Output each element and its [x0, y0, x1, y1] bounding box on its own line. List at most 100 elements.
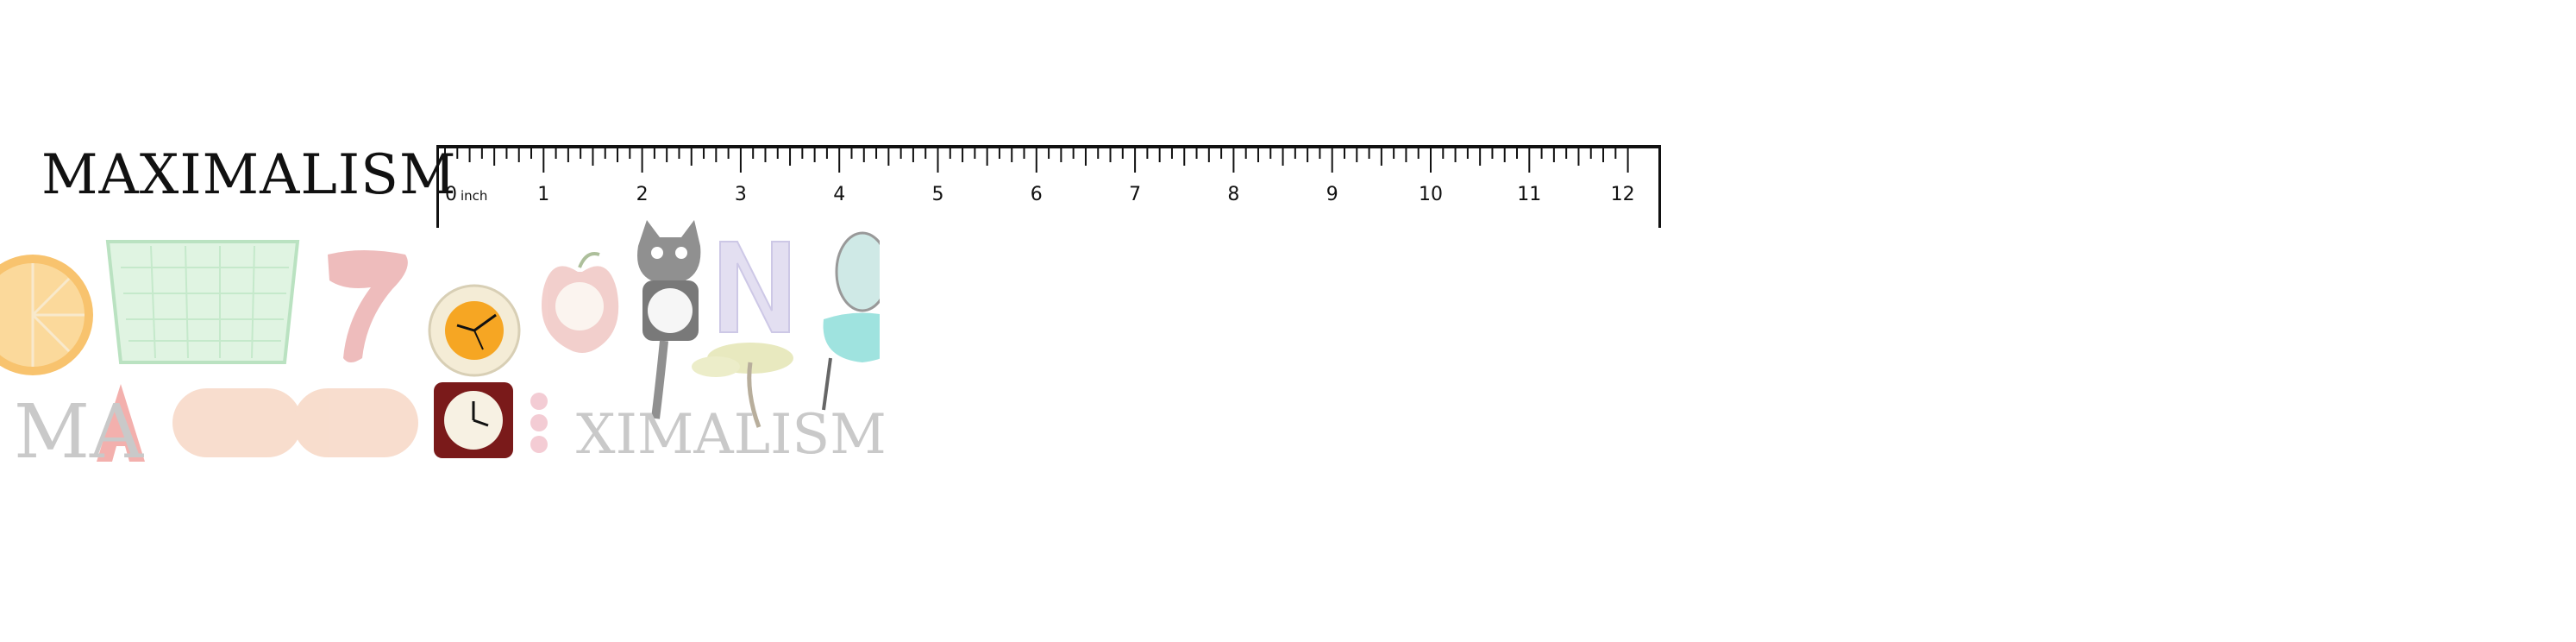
- ruler-tick: [1207, 147, 1210, 162]
- ruler-label-0: 0: [445, 184, 457, 205]
- ruler-label-1: 1: [537, 184, 549, 205]
- ruler-tick: [1454, 147, 1457, 162]
- ruler-tick: [1146, 147, 1149, 159]
- ruler-tick: [468, 147, 471, 162]
- ruler-label-11: 11: [1517, 184, 1541, 205]
- ruler-tick: [1614, 147, 1617, 159]
- ruler-tick: [567, 147, 569, 162]
- ruler-label-8: 8: [1227, 184, 1239, 205]
- ruler-unit-label: inch: [461, 188, 487, 204]
- ghost-letters-end: XIMALISM: [576, 403, 887, 467]
- ruler-tick: [1170, 147, 1173, 159]
- ruler-tick: [1540, 147, 1543, 159]
- ruler-tick: [493, 147, 496, 166]
- ruler-tick: [974, 147, 976, 159]
- ruler-tick: [1442, 147, 1445, 159]
- ruler-tick: [1023, 147, 1025, 159]
- red-square-clock-icon: [434, 382, 513, 458]
- ruler-tick: [825, 147, 828, 159]
- ruler-tick: [1294, 147, 1296, 159]
- ruler-tick: [1048, 147, 1050, 159]
- ruler-tick: [850, 147, 853, 159]
- teal-chair-icon: [822, 231, 903, 411]
- ruler-tick: [1109, 147, 1112, 162]
- orange-clock-icon: [428, 284, 521, 377]
- ruler-label-3: 3: [735, 184, 747, 205]
- ruler-tick: [912, 147, 914, 162]
- ruler-tick: [1565, 147, 1568, 159]
- ruler-tick: [1035, 147, 1037, 173]
- ruler-tick: [998, 147, 1000, 159]
- ruler-tick: [1072, 147, 1075, 159]
- ruler-label-4: 4: [833, 184, 845, 205]
- ruler-tick: [456, 147, 459, 159]
- ruler-tick: [962, 147, 964, 162]
- collage-graphic: [0, 220, 903, 462]
- ruler-tick: [505, 147, 508, 159]
- ruler-tick: [1528, 147, 1531, 173]
- ruler-tick: [1405, 147, 1407, 162]
- ruler-tick: [580, 147, 582, 159]
- ruler-tick: [1479, 147, 1482, 166]
- maximalism-collage: MA XIMALISM: [0, 220, 903, 475]
- apple-clock-icon: [542, 252, 619, 353]
- ruler-tick: [1220, 147, 1223, 159]
- ruler-left-end: [436, 145, 439, 228]
- ruler-tick: [1430, 147, 1432, 173]
- ruler-tick: [1307, 147, 1309, 162]
- ruler-tick: [924, 147, 927, 159]
- ruler-tick: [937, 147, 939, 173]
- ruler-tick: [1602, 147, 1605, 162]
- ruler-tick: [1282, 147, 1284, 166]
- ruler-tick: [1368, 147, 1370, 159]
- ruler-tick: [517, 147, 520, 162]
- ruler-tick: [703, 147, 705, 159]
- ruler-tick: [1466, 147, 1469, 159]
- ruler-tick: [838, 147, 841, 173]
- ruler-tick: [641, 147, 643, 173]
- ruler-tick: [530, 147, 533, 159]
- ruler-tick: [789, 147, 792, 166]
- ruler-tick: [1244, 147, 1247, 159]
- ruler-tick: [1134, 147, 1137, 173]
- ruler-tick: [1158, 147, 1161, 162]
- ruler-tick: [949, 147, 951, 159]
- pink-beads-icon: [530, 393, 548, 453]
- ruler-tick: [1331, 147, 1333, 173]
- cat-clock-icon: [637, 220, 701, 419]
- ruler-tick: [1589, 147, 1592, 159]
- ruler-tick: [542, 147, 545, 173]
- ruler-tick: [480, 147, 483, 159]
- ruler-tick: [899, 147, 902, 159]
- page-title: MAXIMALISM: [41, 143, 457, 207]
- ruler-tick: [629, 147, 631, 159]
- ghost-letters-start: MA: [14, 389, 144, 475]
- ruler-tick: [875, 147, 878, 159]
- ruler-tick: [592, 147, 594, 166]
- strawberry-letter-a-icon: [97, 384, 145, 462]
- ruler-tick: [1319, 147, 1321, 159]
- ruler-tick: [1343, 147, 1345, 159]
- ruler-tick: [690, 147, 693, 166]
- letter-n-icon: [719, 241, 790, 333]
- ruler-tick: [1552, 147, 1555, 162]
- ruler-tick: [1121, 147, 1124, 159]
- basket-icon: [105, 240, 300, 364]
- ruler-tick: [986, 147, 988, 166]
- ruler-tick: [1011, 147, 1013, 162]
- orange-slice-icon: [0, 255, 93, 375]
- ruler-label-10: 10: [1419, 184, 1443, 205]
- ruler-tick: [1380, 147, 1382, 166]
- ruler-tick: [1393, 147, 1395, 159]
- ruler-tick: [604, 147, 606, 159]
- ruler-right-end: [1658, 145, 1661, 228]
- ruler-tick: [1491, 147, 1494, 159]
- ruler-tick: [1269, 147, 1272, 159]
- ruler-tick: [1195, 147, 1198, 159]
- ruler-tick: [715, 147, 718, 162]
- ruler-tick: [1626, 147, 1629, 173]
- ruler-label-9: 9: [1326, 184, 1338, 205]
- ruler-tick: [862, 147, 865, 162]
- ruler-tick: [727, 147, 730, 159]
